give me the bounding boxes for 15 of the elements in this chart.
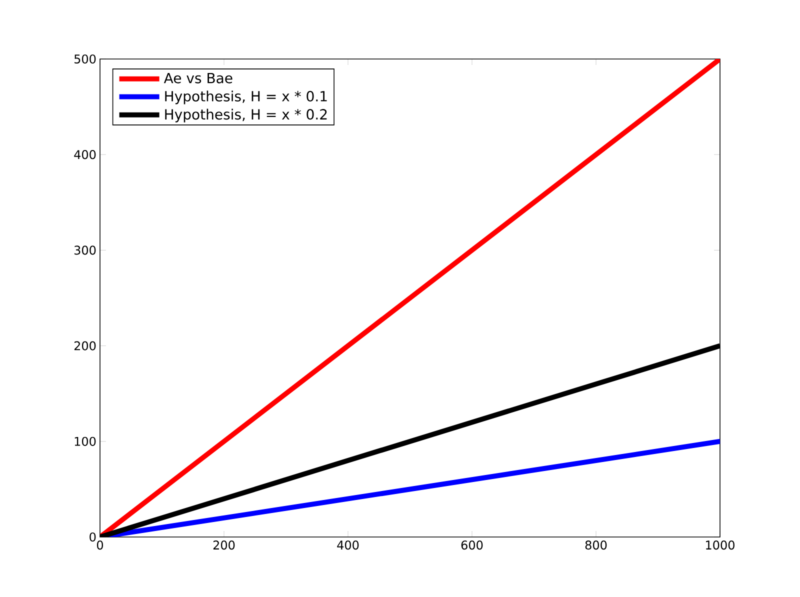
- x-tick-label: 0: [96, 540, 104, 550]
- x-tick-label: 600: [461, 540, 483, 550]
- x-tick-label: 400: [337, 540, 359, 550]
- legend-label: Hypothesis, H = x * 0.2: [165, 108, 327, 122]
- y-tick-label: 500: [74, 54, 96, 64]
- y-tick-label: 100: [74, 436, 96, 446]
- x-tick-label: 200: [213, 540, 235, 550]
- x-tick-label: 1000: [706, 540, 734, 550]
- legend-label: Ae vs Bae: [164, 72, 232, 84]
- y-tick-label: 200: [74, 341, 96, 350]
- legend-label: Hypothesis, H = x * 0.1: [165, 90, 327, 104]
- y-tick-label: 300: [74, 246, 96, 255]
- y-tick-label: 0: [90, 532, 96, 542]
- x-tick-label: 800: [585, 540, 607, 550]
- y-tick-label: 400: [74, 150, 96, 160]
